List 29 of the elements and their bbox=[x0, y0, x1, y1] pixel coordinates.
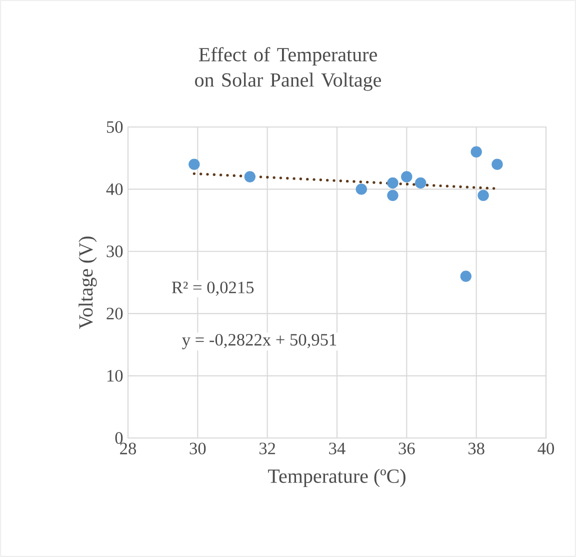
point bbox=[188, 158, 200, 170]
annotation: y = -0,2822x + 50,951 bbox=[182, 334, 336, 350]
y-tick-label: 0 bbox=[115, 432, 123, 444]
point bbox=[244, 171, 256, 182]
x-tick-label: 36 bbox=[398, 442, 415, 454]
x-tick-label: 32 bbox=[260, 442, 276, 454]
x-tick-label: 28 bbox=[120, 442, 136, 454]
point bbox=[414, 177, 426, 189]
y-tick-label: 50 bbox=[106, 121, 123, 133]
point bbox=[387, 190, 398, 202]
y-tick-label: 30 bbox=[106, 246, 123, 258]
x-tick-label: 40 bbox=[538, 442, 554, 454]
y-tick-label: 40 bbox=[106, 183, 123, 196]
x-tick-label: 34 bbox=[329, 442, 346, 454]
point bbox=[478, 190, 489, 202]
y-axis-title: Voltage (V) bbox=[78, 236, 97, 330]
point bbox=[492, 158, 503, 170]
annotation: R² = 0,0215 bbox=[172, 282, 254, 296]
chart-title: Effect of Temperature on Solar Panel Voltage bbox=[195, 47, 382, 91]
point bbox=[401, 171, 412, 182]
point bbox=[460, 270, 472, 282]
point bbox=[387, 177, 398, 189]
y-tick-label: 10 bbox=[107, 370, 123, 382]
point bbox=[470, 146, 482, 158]
point bbox=[356, 184, 367, 195]
y-tick-label: 20 bbox=[106, 308, 123, 320]
x-tick-label: 30 bbox=[190, 442, 206, 454]
x-tick-label: 38 bbox=[468, 442, 484, 454]
x-axis-title: Temperature (ºC) bbox=[268, 468, 406, 488]
